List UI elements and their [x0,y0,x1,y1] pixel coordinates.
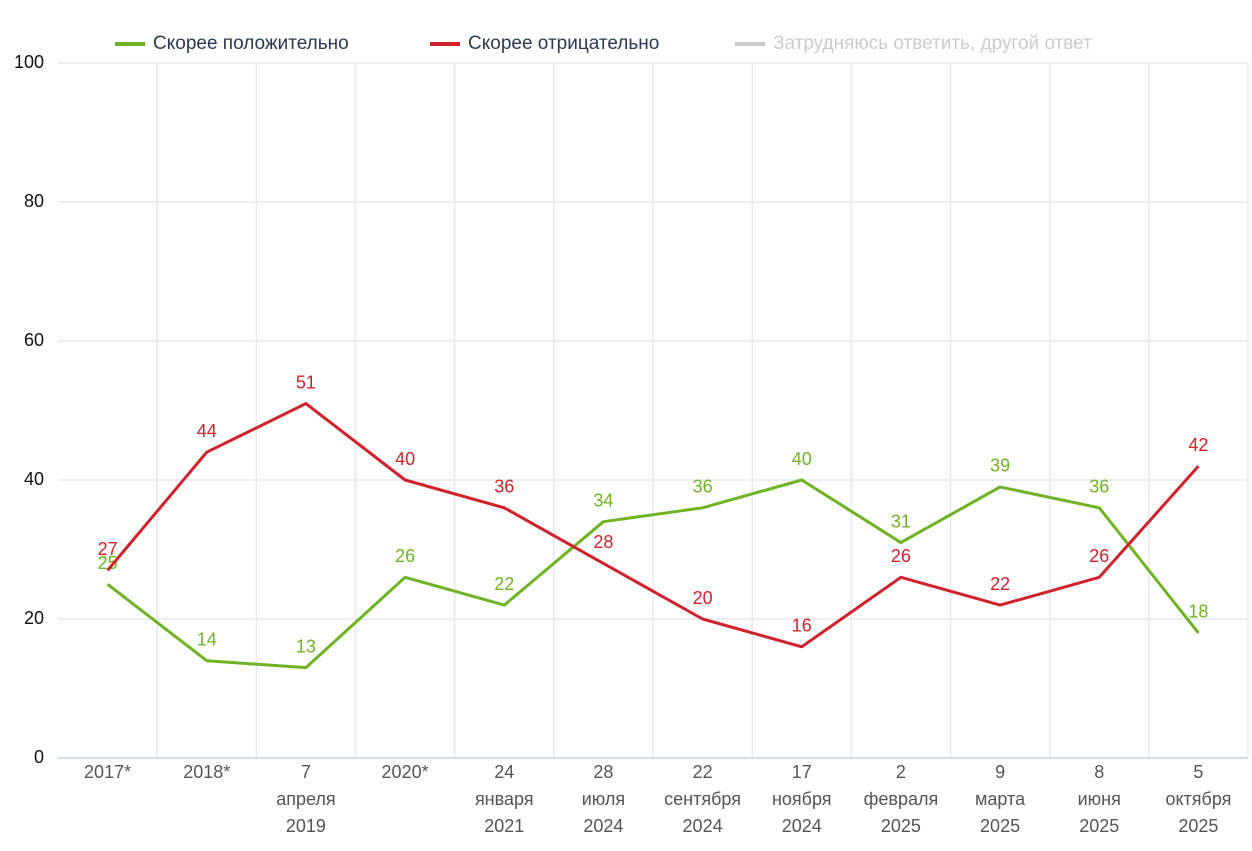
x-tick-label: 5 [1193,762,1203,782]
series-line [106,478,1200,670]
data-label: 31 [891,511,911,531]
data-label: 42 [1188,435,1208,455]
data-label: 16 [792,616,812,636]
x-tick-label: 22 [693,762,713,782]
x-tick-label: 2025 [1178,816,1218,836]
x-tick-label: июня [1078,789,1121,809]
x-tick-label: 2025 [980,816,1020,836]
data-label: 40 [395,449,415,469]
x-tick-label: марта [975,789,1026,809]
data-label: 36 [693,477,713,497]
data-label: 13 [296,636,316,656]
data-label: 34 [593,490,613,510]
x-tick-label: января [475,789,534,809]
data-label: 26 [891,546,911,566]
data-label: 27 [98,539,118,559]
data-label: 26 [395,546,415,566]
legend-label: Скорее положительно [153,33,349,54]
x-tick-label: 2024 [583,816,623,836]
data-label: 14 [197,629,217,649]
x-tick-label: 2025 [881,816,921,836]
data-label: 39 [990,456,1010,476]
x-tick-label: 7 [301,762,311,782]
x-tick-label: 2018* [183,762,230,782]
legend-label: Скорее отрицательно [468,33,659,54]
data-label: 18 [1188,602,1208,622]
x-tick-label: 17 [792,762,812,782]
data-label: 25 [98,553,118,573]
data-label: 28 [593,532,613,552]
data-label: 44 [197,421,217,441]
data-label: 26 [1089,546,1109,566]
x-tick-label: 2021 [484,816,524,836]
data-label: 22 [494,574,514,594]
x-tick-label: 24 [494,762,514,782]
legend-label: Затрудняюсь ответить, другой ответ [773,33,1092,54]
x-tick-label: 8 [1094,762,1104,782]
x-tick-label: 2024 [683,816,723,836]
x-tick-label: июля [582,789,625,809]
data-label: 51 [296,372,316,392]
data-label: 20 [693,588,713,608]
y-tick-label: 20 [24,608,44,628]
x-tick-label: 28 [593,762,613,782]
y-tick-label: 60 [24,330,44,350]
x-tick-label: апреля [276,789,335,809]
data-label: 36 [1089,477,1109,497]
y-tick-label: 80 [24,191,44,211]
x-tick-label: 2024 [782,816,822,836]
x-tick-label: 9 [995,762,1005,782]
x-tick-label: ноября [772,789,832,809]
x-tick-label: февраля [864,789,939,809]
data-label: 36 [494,477,514,497]
x-tick-label: октября [1165,789,1231,809]
data-label: 40 [792,449,812,469]
y-tick-label: 40 [24,469,44,489]
x-tick-label: 2 [896,762,906,782]
y-tick-label: 0 [34,747,44,767]
x-tick-label: сентября [664,789,741,809]
x-tick-label: 2020* [382,762,429,782]
x-tick-label: 2025 [1079,816,1119,836]
series-line [106,402,1200,649]
y-tick-label: 100 [14,52,44,72]
x-tick-label: 2017* [84,762,131,782]
data-label: 22 [990,574,1010,594]
x-tick-label: 2019 [286,816,326,836]
